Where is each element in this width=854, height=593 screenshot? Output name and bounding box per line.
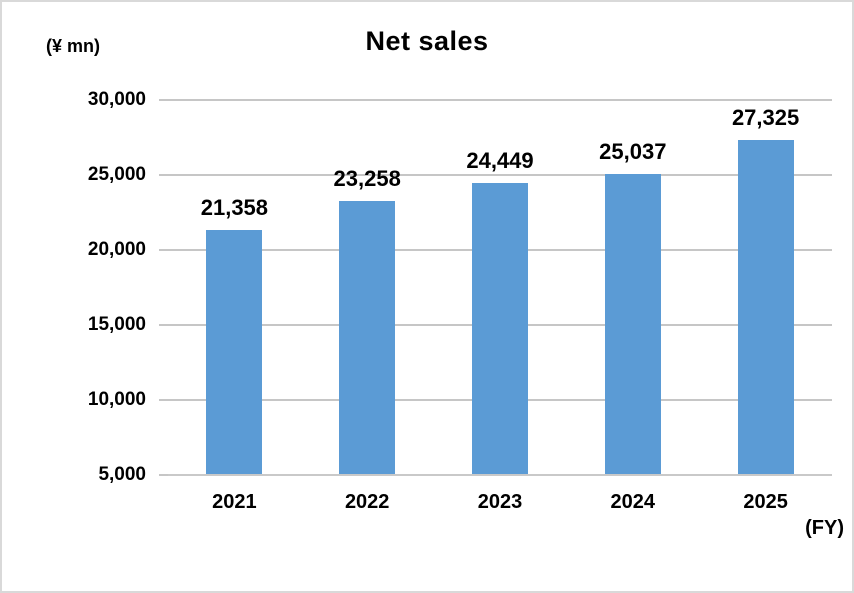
x-axis-tick-label: 2021 [212, 491, 257, 513]
y-axis-tick [159, 324, 168, 326]
bar-value-label: 23,258 [333, 166, 401, 192]
bar-value-label: 24,449 [466, 148, 534, 174]
x-axis-tick-label: 2022 [344, 491, 390, 513]
y-axis-tick [159, 474, 168, 476]
y-axis-tick [159, 249, 168, 251]
x-axis-line [168, 474, 832, 476]
bar-2021 [206, 229, 263, 475]
x-axis-tick-label: 2024 [610, 491, 656, 513]
y-axis-tick-label: 25,000 [87, 164, 146, 185]
y-axis-tick-label: 10,000 [87, 389, 146, 410]
bar-2022 [339, 201, 396, 475]
bar-2025 [737, 140, 794, 475]
y-axis-tick [159, 174, 168, 176]
bar-value-label: 27,325 [731, 105, 800, 131]
y-axis-tick-label: 15,000 [87, 314, 146, 335]
bar-2024 [604, 174, 661, 475]
x-axis-tick-label: 2023 [477, 491, 523, 513]
y-axis-tick-label: 20,000 [87, 239, 146, 260]
y-axis-tick [159, 99, 168, 101]
bar-value-label: 25,037 [599, 139, 667, 165]
bar-2023 [472, 183, 528, 475]
gridline [168, 174, 832, 176]
gridline [168, 99, 832, 101]
chart-title: Net sales [365, 26, 489, 56]
y-axis-tick [159, 399, 168, 401]
y-axis-tick-label: 30,000 [87, 89, 146, 110]
x-axis-tick-label: 2025 [743, 491, 788, 513]
bar-value-label: 21,358 [200, 194, 269, 220]
y-axis-tick-label: 5,000 [98, 464, 146, 485]
y-axis-unit-label: (¥ mn) [46, 36, 100, 56]
x-axis-unit-label: (FY) [805, 517, 844, 539]
